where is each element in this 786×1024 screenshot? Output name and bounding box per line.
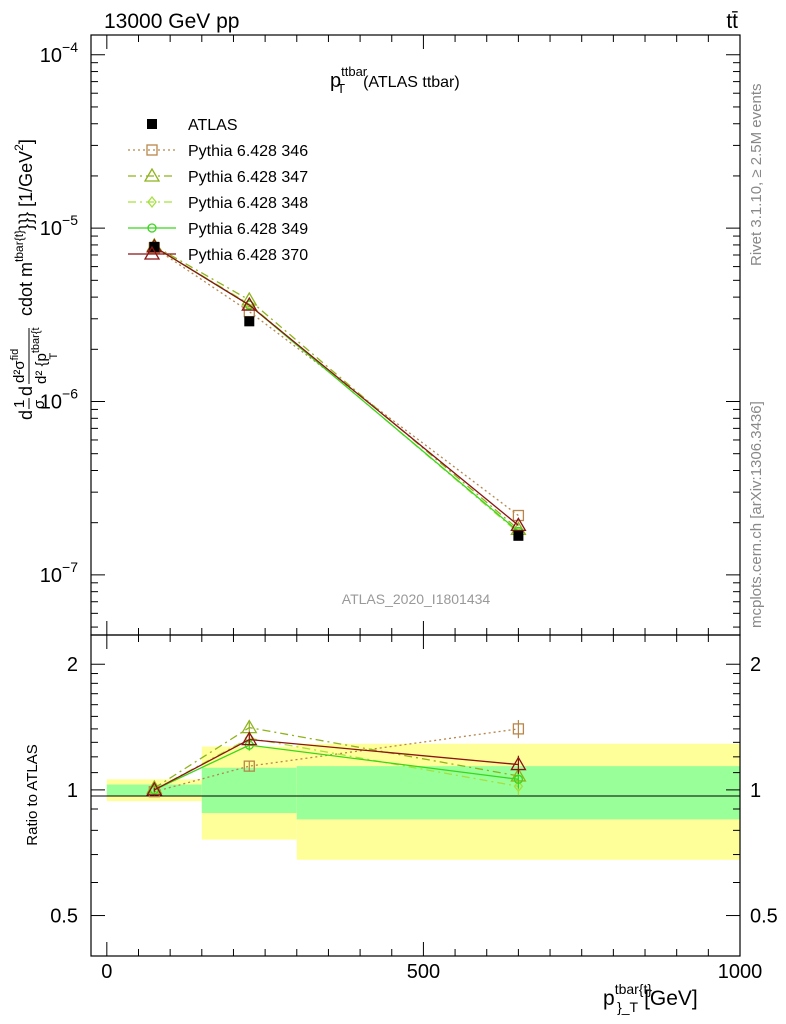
svg-text:d² {ptbar{tT: d² {ptbar{tT	[30, 327, 60, 384]
main-point-0-2	[512, 509, 525, 522]
ratio-series-layer	[146, 719, 527, 798]
energy-label: 13000 GeV pp	[104, 10, 239, 33]
ratio-point-4-2	[510, 756, 527, 771]
atlas-point-2	[513, 530, 524, 541]
legend: ATLAS Pythia 6.428 346 Pythia 6.428 347 Pyt…	[128, 117, 308, 264]
axis-ticks: 10−7 10−6 10−5 10−4 0 500 1000 0.5 0.5 1 1 2 2	[40, 35, 778, 983]
svg-text:cdot mtbar{t}}}} [1/GeV2]: cdot mtbar{t}}}} [1/GeV2]	[12, 139, 36, 316]
y-tick-label: 10−6	[40, 386, 78, 414]
ratio-point-4-1	[241, 731, 258, 746]
main-point-4-1	[241, 296, 258, 311]
x-tick-label: 500	[407, 961, 440, 983]
svg-text:σ: σ	[31, 399, 48, 409]
main-line-0	[153, 247, 519, 517]
main-line-3	[153, 246, 519, 532]
legend-label-0: Pythia 6.428 346	[188, 143, 308, 160]
legend-label-2: Pythia 6.428 348	[188, 195, 308, 212]
main-line-1	[153, 245, 519, 530]
legend-label-4: Pythia 6.428 370	[188, 247, 308, 264]
legend-atlas-label: ATLAS	[188, 117, 238, 134]
y-tick-label: 10−7	[40, 559, 78, 587]
ratio-tick-label-right: 0.5	[750, 906, 778, 928]
x-tick-label: 0	[101, 961, 112, 983]
ratio-point-0-1	[243, 760, 255, 772]
plot-title: pttbar T (ATLAS ttbar)	[330, 64, 460, 96]
svg-text:d²σfid: d²σfid	[9, 349, 28, 383]
x-tick-label: 1000	[718, 961, 763, 983]
ratio-tick-label: 1	[67, 780, 78, 802]
ratio-tick-label: 0.5	[50, 906, 78, 928]
ratio-tick-label-right: 1	[750, 780, 761, 802]
x-axis-label: ptbar{t}}_T [GeV]	[603, 981, 698, 1015]
band-inner-1	[201, 767, 297, 814]
ratio-point-4-0	[146, 781, 163, 796]
main-line-2	[153, 246, 519, 534]
svg-text:d: d	[16, 410, 36, 420]
y-tick-label: 10−4	[40, 39, 78, 67]
process-label: tt̄	[726, 10, 738, 33]
y-tick-label: 10−5	[40, 212, 78, 240]
main-point-4-2	[510, 517, 527, 532]
ratio-tick-label-right: 2	[750, 654, 761, 676]
ratio-point-0-2	[512, 723, 525, 735]
legend-marker-2	[147, 195, 157, 209]
rivet-version-label: Rivet 3.1.10, ≥ 2.5M events	[748, 84, 765, 267]
legend-label-3: Pythia 6.428 349	[188, 221, 308, 238]
y-axis-label: d 1 σ d d²σfid d² {ptbar{tT cdot mtbar{t…	[9, 139, 60, 420]
ratio-panel-frame	[90, 634, 741, 957]
svg-text:1: 1	[11, 400, 28, 408]
ratio-uncertainty-bands	[106, 743, 740, 860]
legend-marker-1	[143, 167, 161, 182]
legend-label-1: Pythia 6.428 347	[188, 169, 308, 186]
ratio-point-3-2	[513, 774, 524, 784]
ratio-point-2-2	[513, 780, 524, 793]
legend-atlas-marker	[147, 119, 157, 129]
atlas-point-1	[244, 316, 255, 327]
analysis-watermark: ATLAS_2020_I1801434	[342, 591, 491, 607]
mcplots-label: mcplots.cern.ch [arXiv:1306.3436]	[748, 401, 765, 628]
main-line-4	[153, 246, 519, 526]
ratio-tick-label: 2	[67, 654, 78, 676]
ratio-y-axis-label: Ratio to ATLAS	[24, 744, 41, 845]
legend-marker-4	[143, 245, 161, 260]
legend-marker-3	[147, 223, 157, 233]
svg-text:d: d	[16, 386, 36, 396]
main-series-layer	[146, 237, 527, 541]
atlas-point-0	[149, 241, 160, 252]
legend-marker-0	[146, 144, 158, 156]
